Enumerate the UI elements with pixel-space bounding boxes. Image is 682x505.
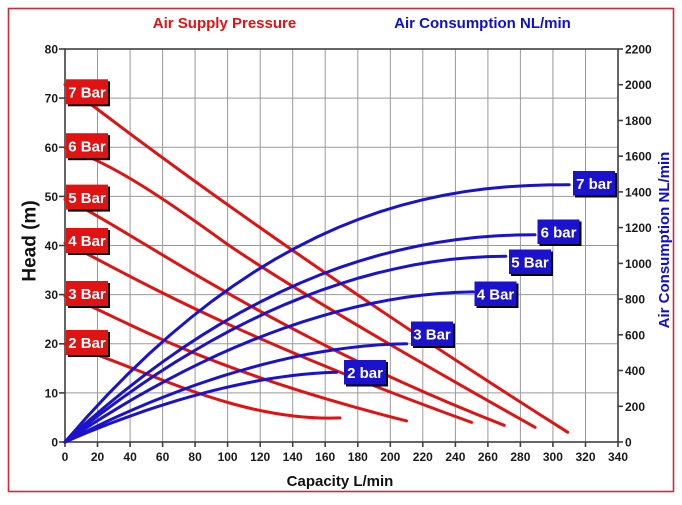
svg-text:30: 30 xyxy=(45,288,59,302)
svg-text:3 Bar: 3 Bar xyxy=(68,286,106,303)
svg-text:80: 80 xyxy=(188,450,202,464)
svg-text:220: 220 xyxy=(413,450,433,464)
svg-text:70: 70 xyxy=(45,92,59,106)
svg-text:Air Supply Pressure: Air Supply Pressure xyxy=(153,15,296,32)
svg-text:10: 10 xyxy=(45,386,59,400)
svg-text:320: 320 xyxy=(575,450,595,464)
svg-text:Head (m): Head (m) xyxy=(20,200,41,281)
svg-text:140: 140 xyxy=(283,450,303,464)
svg-text:260: 260 xyxy=(478,450,498,464)
svg-text:340: 340 xyxy=(608,450,628,464)
svg-text:4 Bar: 4 Bar xyxy=(477,287,515,304)
svg-text:50: 50 xyxy=(45,190,59,204)
svg-text:40: 40 xyxy=(45,239,59,253)
svg-text:2 Bar: 2 Bar xyxy=(68,335,106,352)
svg-text:5 Bar: 5 Bar xyxy=(68,190,106,207)
svg-text:Capacity L/min: Capacity L/min xyxy=(287,473,394,490)
svg-text:200: 200 xyxy=(625,400,645,414)
svg-text:4 Bar: 4 Bar xyxy=(68,233,106,250)
svg-text:60: 60 xyxy=(156,450,170,464)
svg-text:300: 300 xyxy=(543,450,563,464)
svg-text:1600: 1600 xyxy=(625,150,652,164)
svg-text:800: 800 xyxy=(625,293,645,307)
svg-text:400: 400 xyxy=(625,364,645,378)
svg-text:5 Bar: 5 Bar xyxy=(511,255,549,272)
svg-text:600: 600 xyxy=(625,328,645,342)
svg-text:0: 0 xyxy=(51,436,58,450)
svg-text:80: 80 xyxy=(45,43,59,57)
svg-text:1000: 1000 xyxy=(625,257,652,271)
svg-text:180: 180 xyxy=(348,450,368,464)
svg-text:160: 160 xyxy=(315,450,335,464)
svg-text:20: 20 xyxy=(45,337,59,351)
svg-text:6 Bar: 6 Bar xyxy=(68,138,106,155)
svg-text:7 Bar: 7 Bar xyxy=(68,85,106,102)
svg-text:60: 60 xyxy=(45,141,59,155)
svg-text:3 Bar: 3 Bar xyxy=(413,327,451,344)
svg-text:20: 20 xyxy=(91,450,105,464)
svg-text:2000: 2000 xyxy=(625,78,652,92)
svg-text:40: 40 xyxy=(123,450,137,464)
svg-text:100: 100 xyxy=(218,450,238,464)
svg-text:2 bar: 2 bar xyxy=(347,365,383,382)
svg-text:200: 200 xyxy=(380,450,400,464)
svg-text:1400: 1400 xyxy=(625,185,652,199)
svg-text:Air Consumption NL/min: Air Consumption NL/min xyxy=(656,152,673,329)
svg-text:1200: 1200 xyxy=(625,221,652,235)
svg-text:2200: 2200 xyxy=(625,43,652,57)
svg-text:120: 120 xyxy=(250,450,270,464)
svg-text:7 bar: 7 bar xyxy=(576,176,612,193)
svg-text:Air Consumption NL/min: Air Consumption NL/min xyxy=(394,15,571,32)
svg-text:0: 0 xyxy=(62,450,69,464)
svg-text:240: 240 xyxy=(445,450,465,464)
svg-text:0: 0 xyxy=(625,436,632,450)
svg-text:6 bar: 6 bar xyxy=(541,225,577,242)
svg-text:1800: 1800 xyxy=(625,114,652,128)
svg-text:280: 280 xyxy=(510,450,530,464)
